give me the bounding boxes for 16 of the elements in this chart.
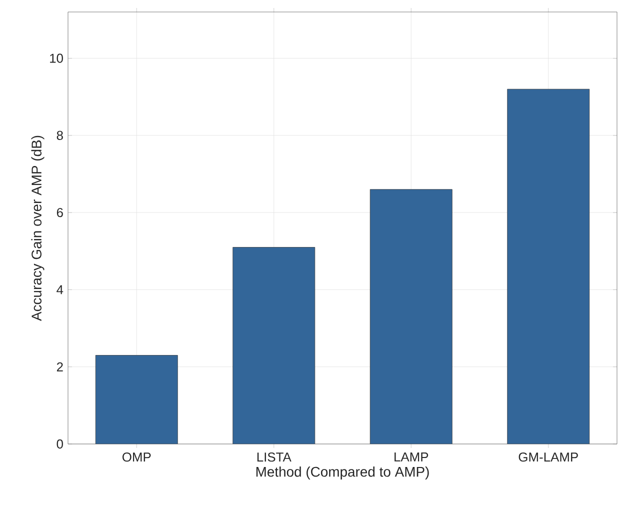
bar bbox=[370, 189, 452, 444]
y-tick-label: 2 bbox=[56, 362, 63, 372]
y-tick-label: 8 bbox=[56, 130, 63, 140]
bar bbox=[507, 88, 590, 444]
x-tick-label: LAMP bbox=[394, 452, 428, 462]
x-tick-label: LISTA bbox=[257, 452, 292, 462]
x-tick-label: OMP bbox=[122, 452, 151, 462]
y-axis-title: Accuracy Gain over AMP (dB) bbox=[31, 136, 44, 321]
bar bbox=[232, 247, 316, 444]
x-tick-label: GM-LAMP bbox=[518, 452, 578, 462]
y-tick-label: 6 bbox=[56, 208, 63, 218]
y-tick-label: 4 bbox=[56, 285, 64, 294]
bar bbox=[95, 355, 178, 444]
y-tick-label: 0 bbox=[56, 439, 63, 449]
x-axis-title: Method (Compared to AMP) bbox=[256, 466, 429, 480]
y-tick-label: 10 bbox=[50, 54, 63, 63]
